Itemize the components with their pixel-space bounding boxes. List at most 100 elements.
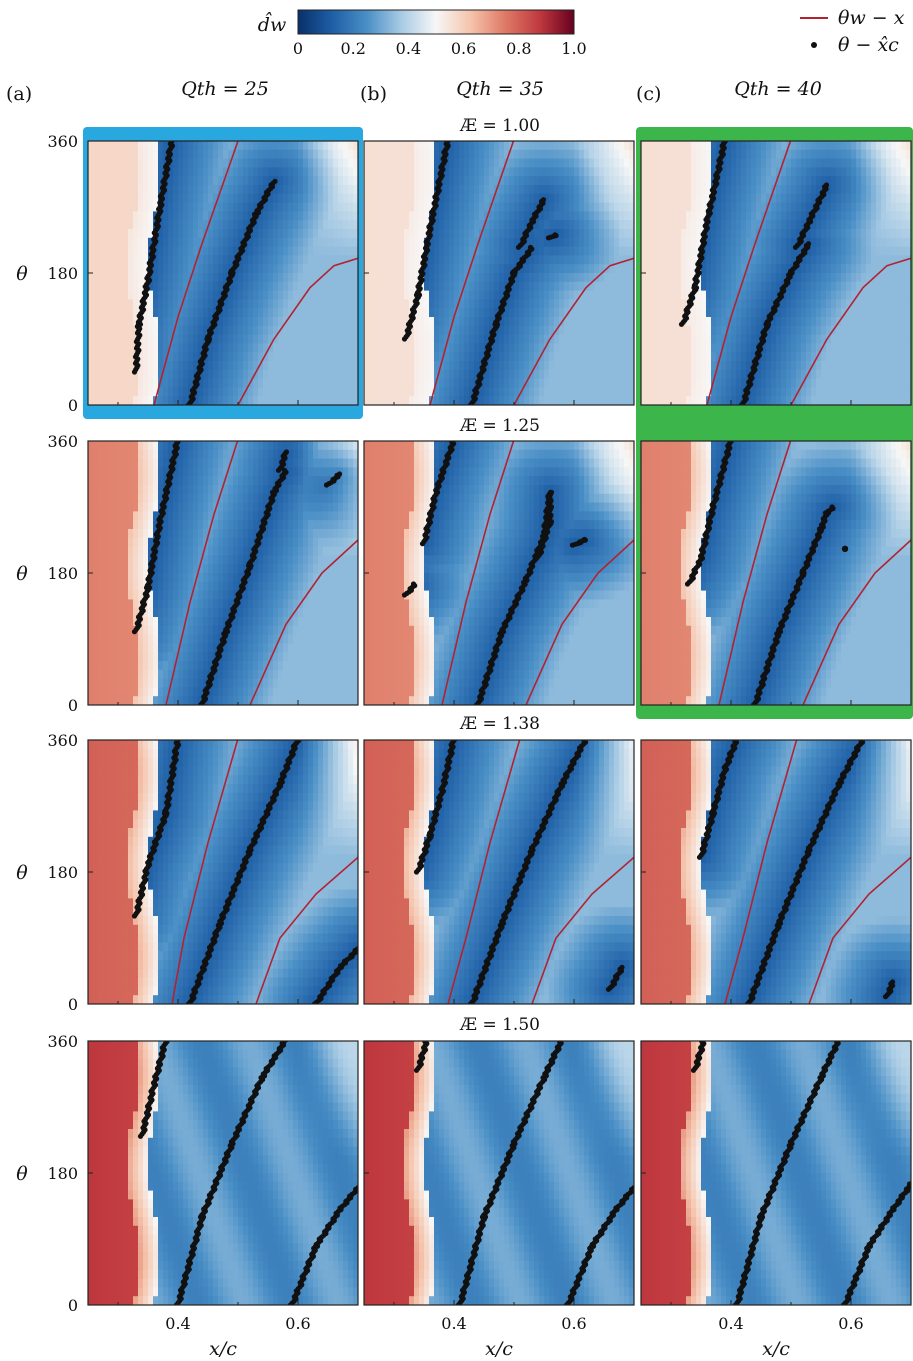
field-cell <box>389 176 395 186</box>
field-cell <box>656 211 662 221</box>
field-cell <box>158 308 164 318</box>
field-cell <box>218 325 224 336</box>
field-cell <box>796 317 802 327</box>
field-cell <box>826 220 832 230</box>
field-cell <box>419 361 425 371</box>
field-cell <box>676 141 682 151</box>
field-cell <box>454 334 460 344</box>
field-cell <box>589 273 595 283</box>
field-cell <box>676 281 682 292</box>
field-cell <box>594 237 600 248</box>
field-cell <box>283 185 289 195</box>
field-cell <box>871 149 877 160</box>
field-cell <box>479 158 485 168</box>
field-cell <box>158 158 164 168</box>
field-cell <box>604 237 610 248</box>
field-cell <box>243 158 249 168</box>
field-cell <box>283 369 289 380</box>
field-cell <box>123 343 129 353</box>
field-cell <box>766 334 772 344</box>
field-cell <box>731 202 737 212</box>
field-cell <box>656 220 662 230</box>
field-cell <box>338 246 344 256</box>
field-cell <box>524 185 530 195</box>
field-cell <box>524 255 530 265</box>
field-cell <box>524 369 530 380</box>
field-cell <box>796 141 802 151</box>
field-cell <box>88 396 94 405</box>
field-cell <box>364 317 370 327</box>
field-cell <box>399 220 405 230</box>
field-cell <box>761 308 767 318</box>
field-cell <box>384 369 390 380</box>
field-cell <box>113 308 119 318</box>
field-cell <box>484 369 490 380</box>
field-cell <box>619 246 625 256</box>
field-cell <box>691 229 697 239</box>
field-cell <box>846 167 852 177</box>
field-cell <box>856 176 862 186</box>
field-cell <box>534 273 540 283</box>
field-cell <box>554 334 560 344</box>
field-cell <box>584 325 590 336</box>
field-cell <box>816 185 822 195</box>
field-cell <box>594 167 600 177</box>
field-cell <box>98 396 104 405</box>
field-cell <box>348 325 354 336</box>
field-cell <box>876 281 882 292</box>
field-cell <box>641 299 647 309</box>
field-cell <box>629 158 634 168</box>
field-cell <box>539 378 545 388</box>
field-cell <box>379 229 385 239</box>
field-cell <box>118 237 124 248</box>
field-cell <box>103 299 109 309</box>
field-cell <box>138 176 144 186</box>
field-cell <box>509 334 515 344</box>
field-cell <box>574 325 580 336</box>
field-cell <box>741 264 747 274</box>
field-cell <box>614 167 620 177</box>
row-title-0: Æ = 1.00 <box>459 116 540 136</box>
field-cell <box>474 334 480 344</box>
field-cell <box>681 255 687 265</box>
field-cell <box>484 149 490 160</box>
field-cell <box>599 246 605 256</box>
field-cell <box>756 185 762 195</box>
field-cell <box>193 396 199 405</box>
field-cell <box>258 343 264 353</box>
field-cell <box>278 290 284 300</box>
field-cell <box>474 229 480 239</box>
field-cell <box>519 369 525 380</box>
field-cell <box>876 158 882 168</box>
field-cell <box>348 387 354 397</box>
field-cell <box>328 237 334 248</box>
field-cell <box>494 352 500 362</box>
field-cell <box>614 211 620 221</box>
field-cell <box>308 273 314 283</box>
field-cell <box>394 369 400 380</box>
field-cell <box>624 317 630 327</box>
field-cell <box>781 290 787 300</box>
field-cell <box>188 299 194 309</box>
field-cell <box>263 255 269 265</box>
field-cell <box>454 317 460 327</box>
field-cell <box>389 317 395 327</box>
field-cell <box>394 273 400 283</box>
field-cell <box>499 141 505 151</box>
field-cell <box>298 149 304 160</box>
field-cell <box>389 308 395 318</box>
field-cell <box>786 264 792 274</box>
field-cell <box>881 220 887 230</box>
field-cell <box>268 308 274 318</box>
field-cell <box>103 343 109 353</box>
field-cell <box>238 325 244 336</box>
field-cell <box>369 185 375 195</box>
field-cell <box>881 176 887 186</box>
field-cell <box>509 352 515 362</box>
field-cell <box>851 325 857 336</box>
field-cell <box>439 237 445 248</box>
field-cell <box>671 290 677 300</box>
field-cell <box>614 352 620 362</box>
field-cell <box>268 396 274 405</box>
field-cell <box>273 361 279 371</box>
